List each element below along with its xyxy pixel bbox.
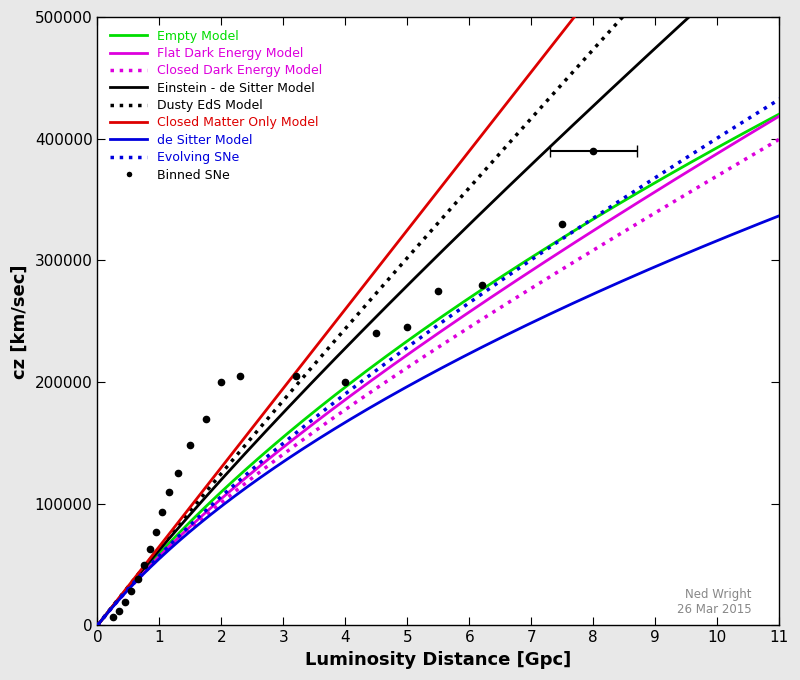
Legend: Empty Model, Flat Dark Energy Model, Closed Dark Energy Model, Einstein - de Sit: Empty Model, Flat Dark Energy Model, Clo… <box>104 23 329 188</box>
Text: Ned Wright
26 Mar 2015: Ned Wright 26 Mar 2015 <box>677 588 751 615</box>
X-axis label: Luminosity Distance [Gpc]: Luminosity Distance [Gpc] <box>306 651 571 669</box>
Y-axis label: cz [km/sec]: cz [km/sec] <box>11 264 29 379</box>
